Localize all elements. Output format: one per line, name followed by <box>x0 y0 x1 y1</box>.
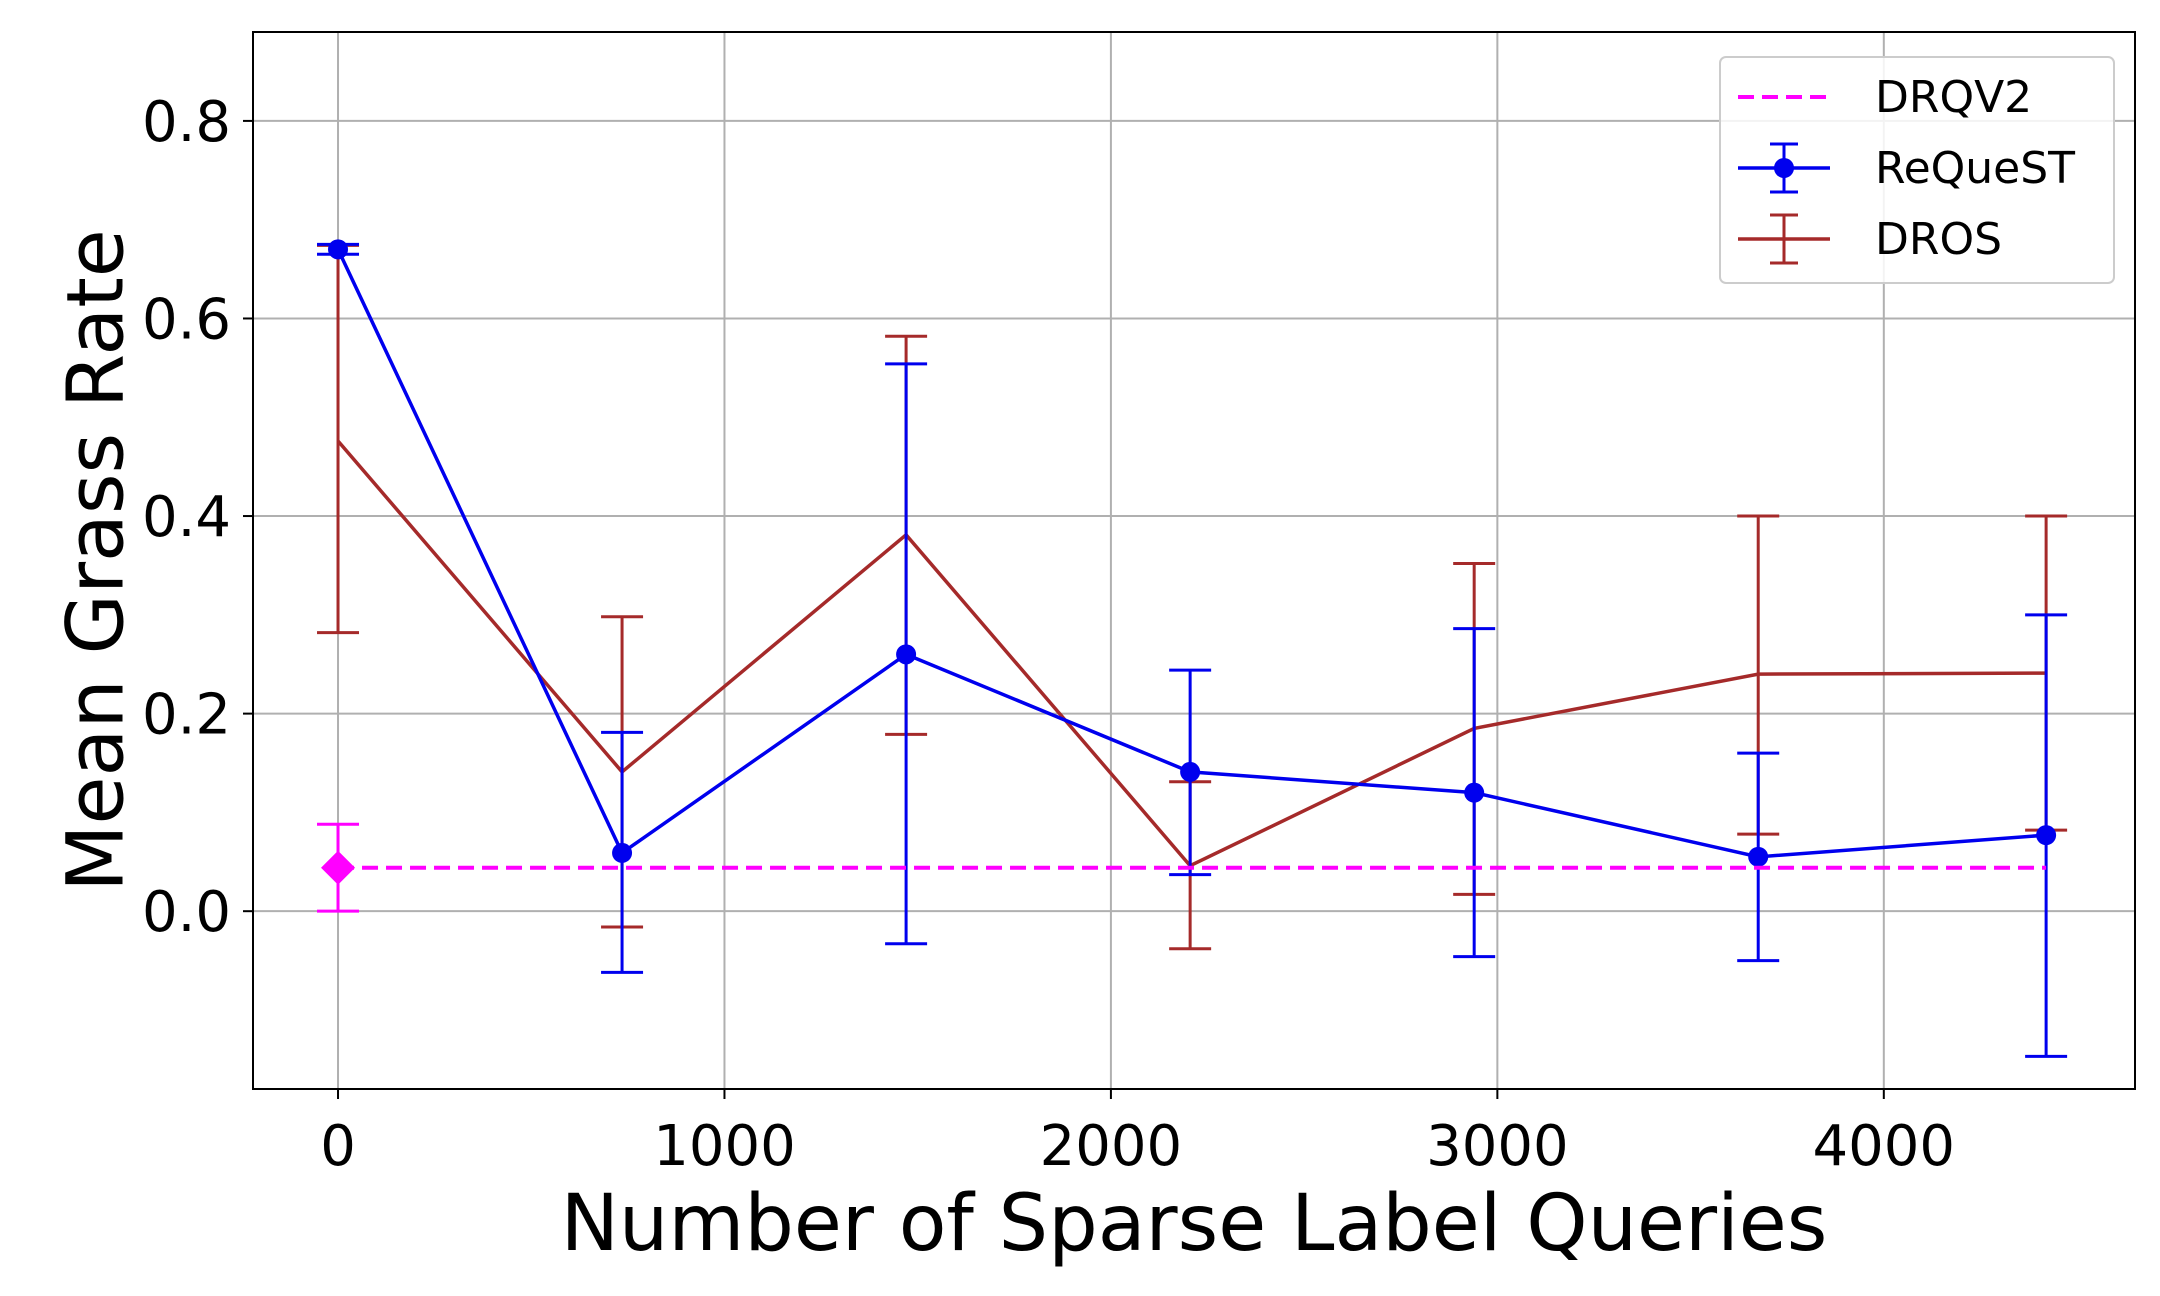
y-tick-label: 0.2 <box>142 683 231 748</box>
x-axis-label: Number of Sparse Label Queries <box>561 1179 1828 1269</box>
request-point <box>1748 846 1769 867</box>
series-request <box>317 239 2068 1058</box>
legend-request-marker <box>1774 158 1794 178</box>
plot-frame <box>252 31 2136 1090</box>
legend: DRQV2 ReQueST DROS <box>1719 56 2115 284</box>
x-tick-label: 4000 <box>1813 1114 1956 1179</box>
request-point <box>1464 782 1485 803</box>
x-tick-label: 3000 <box>1426 1114 1569 1179</box>
series-drqv2 <box>317 822 2047 913</box>
y-tick-label: 0.8 <box>142 90 231 155</box>
request-point <box>1180 761 1201 782</box>
y-axis-label: Mean Grass Rate <box>51 229 141 892</box>
y-tick-label: 0.0 <box>142 880 231 945</box>
drqv2-point <box>321 850 356 885</box>
x-tick-label: 0 <box>320 1114 356 1179</box>
y-tick-label: 0.4 <box>142 485 231 550</box>
legend-request-label: ReQueST <box>1875 143 2075 194</box>
request-point <box>612 842 633 863</box>
legend-drqv2-label: DRQV2 <box>1875 72 2032 123</box>
request-point <box>2036 825 2057 846</box>
request-point <box>328 239 349 260</box>
x-tick-label: 2000 <box>1040 1114 1183 1179</box>
x-tick-label: 1000 <box>653 1114 796 1179</box>
y-tick-label: 0.6 <box>142 287 231 352</box>
series-layer <box>317 239 2068 1058</box>
legend-box <box>1719 56 2115 284</box>
axis-ticks: 0 1000 2000 3000 4000 0.0 0.2 0.4 0.6 0.8 <box>142 90 1955 1179</box>
request-point <box>896 644 917 665</box>
legend-dros-label: DROS <box>1875 214 2002 265</box>
